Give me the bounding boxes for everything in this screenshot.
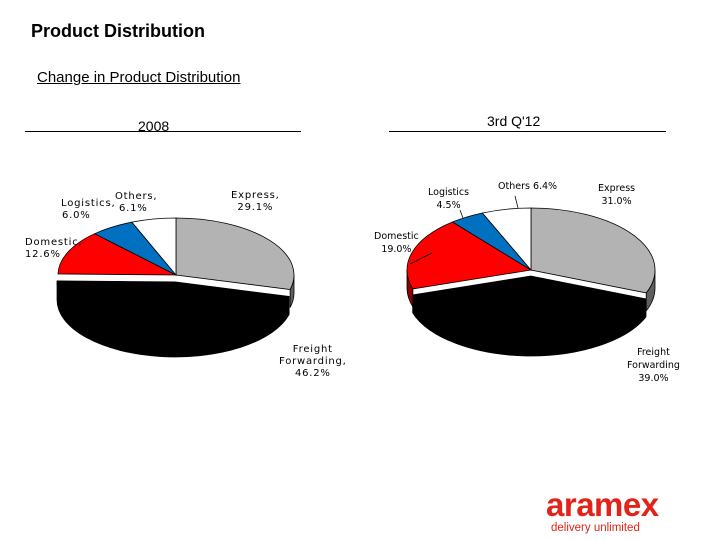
chart-title-2008: 2008	[138, 118, 170, 134]
slice-label-express: Express 31.0%	[598, 183, 636, 207]
slice-label-freight-forwarding: Freight Forwarding 39.0%	[627, 347, 680, 384]
leader-line	[514, 195, 519, 209]
slice-label-domestic: Domestic 19.0%	[374, 231, 419, 255]
slice-freight-forwarding	[412, 275, 647, 339]
leader-line	[409, 252, 433, 265]
chart-title-rule-right	[389, 131, 666, 132]
slice-domestic	[57, 233, 177, 276]
page-title: Product Distribution	[31, 21, 205, 41]
aramex-logo: aramex delivery unlimited	[546, 486, 692, 534]
slice-express	[175, 217, 295, 290]
logo-tagline: delivery unlimited	[551, 522, 640, 534]
slice-others	[481, 207, 532, 272]
slice-express	[530, 207, 656, 294]
slice-label-express: Express, 29.1%	[231, 190, 280, 213]
slice-label-freight-forwarding: Freight Forwarding, 46.2%	[279, 344, 347, 379]
slice-label-logistics: Logistics, 6.0%	[61, 198, 116, 221]
logo-wordmark: aramex	[546, 486, 659, 523]
slice-label-domestic: Domestic, 12.6%	[25, 237, 83, 260]
slice-domestic	[406, 221, 533, 290]
slice-label-logistics: Logistics 4.5%	[428, 187, 470, 211]
slice-label-others: Others 6.4%	[498, 181, 558, 192]
slice-label-others: Others, 6.1%	[115, 191, 158, 214]
chart-title-q3-12: 3rd Q'12	[487, 113, 541, 129]
slice-others	[131, 217, 177, 277]
leader-line	[459, 209, 464, 219]
chart-title-rule-left	[25, 131, 301, 132]
section-title: Change in Product Distribution	[37, 69, 241, 86]
slice-freight-forwarding	[56, 280, 290, 340]
